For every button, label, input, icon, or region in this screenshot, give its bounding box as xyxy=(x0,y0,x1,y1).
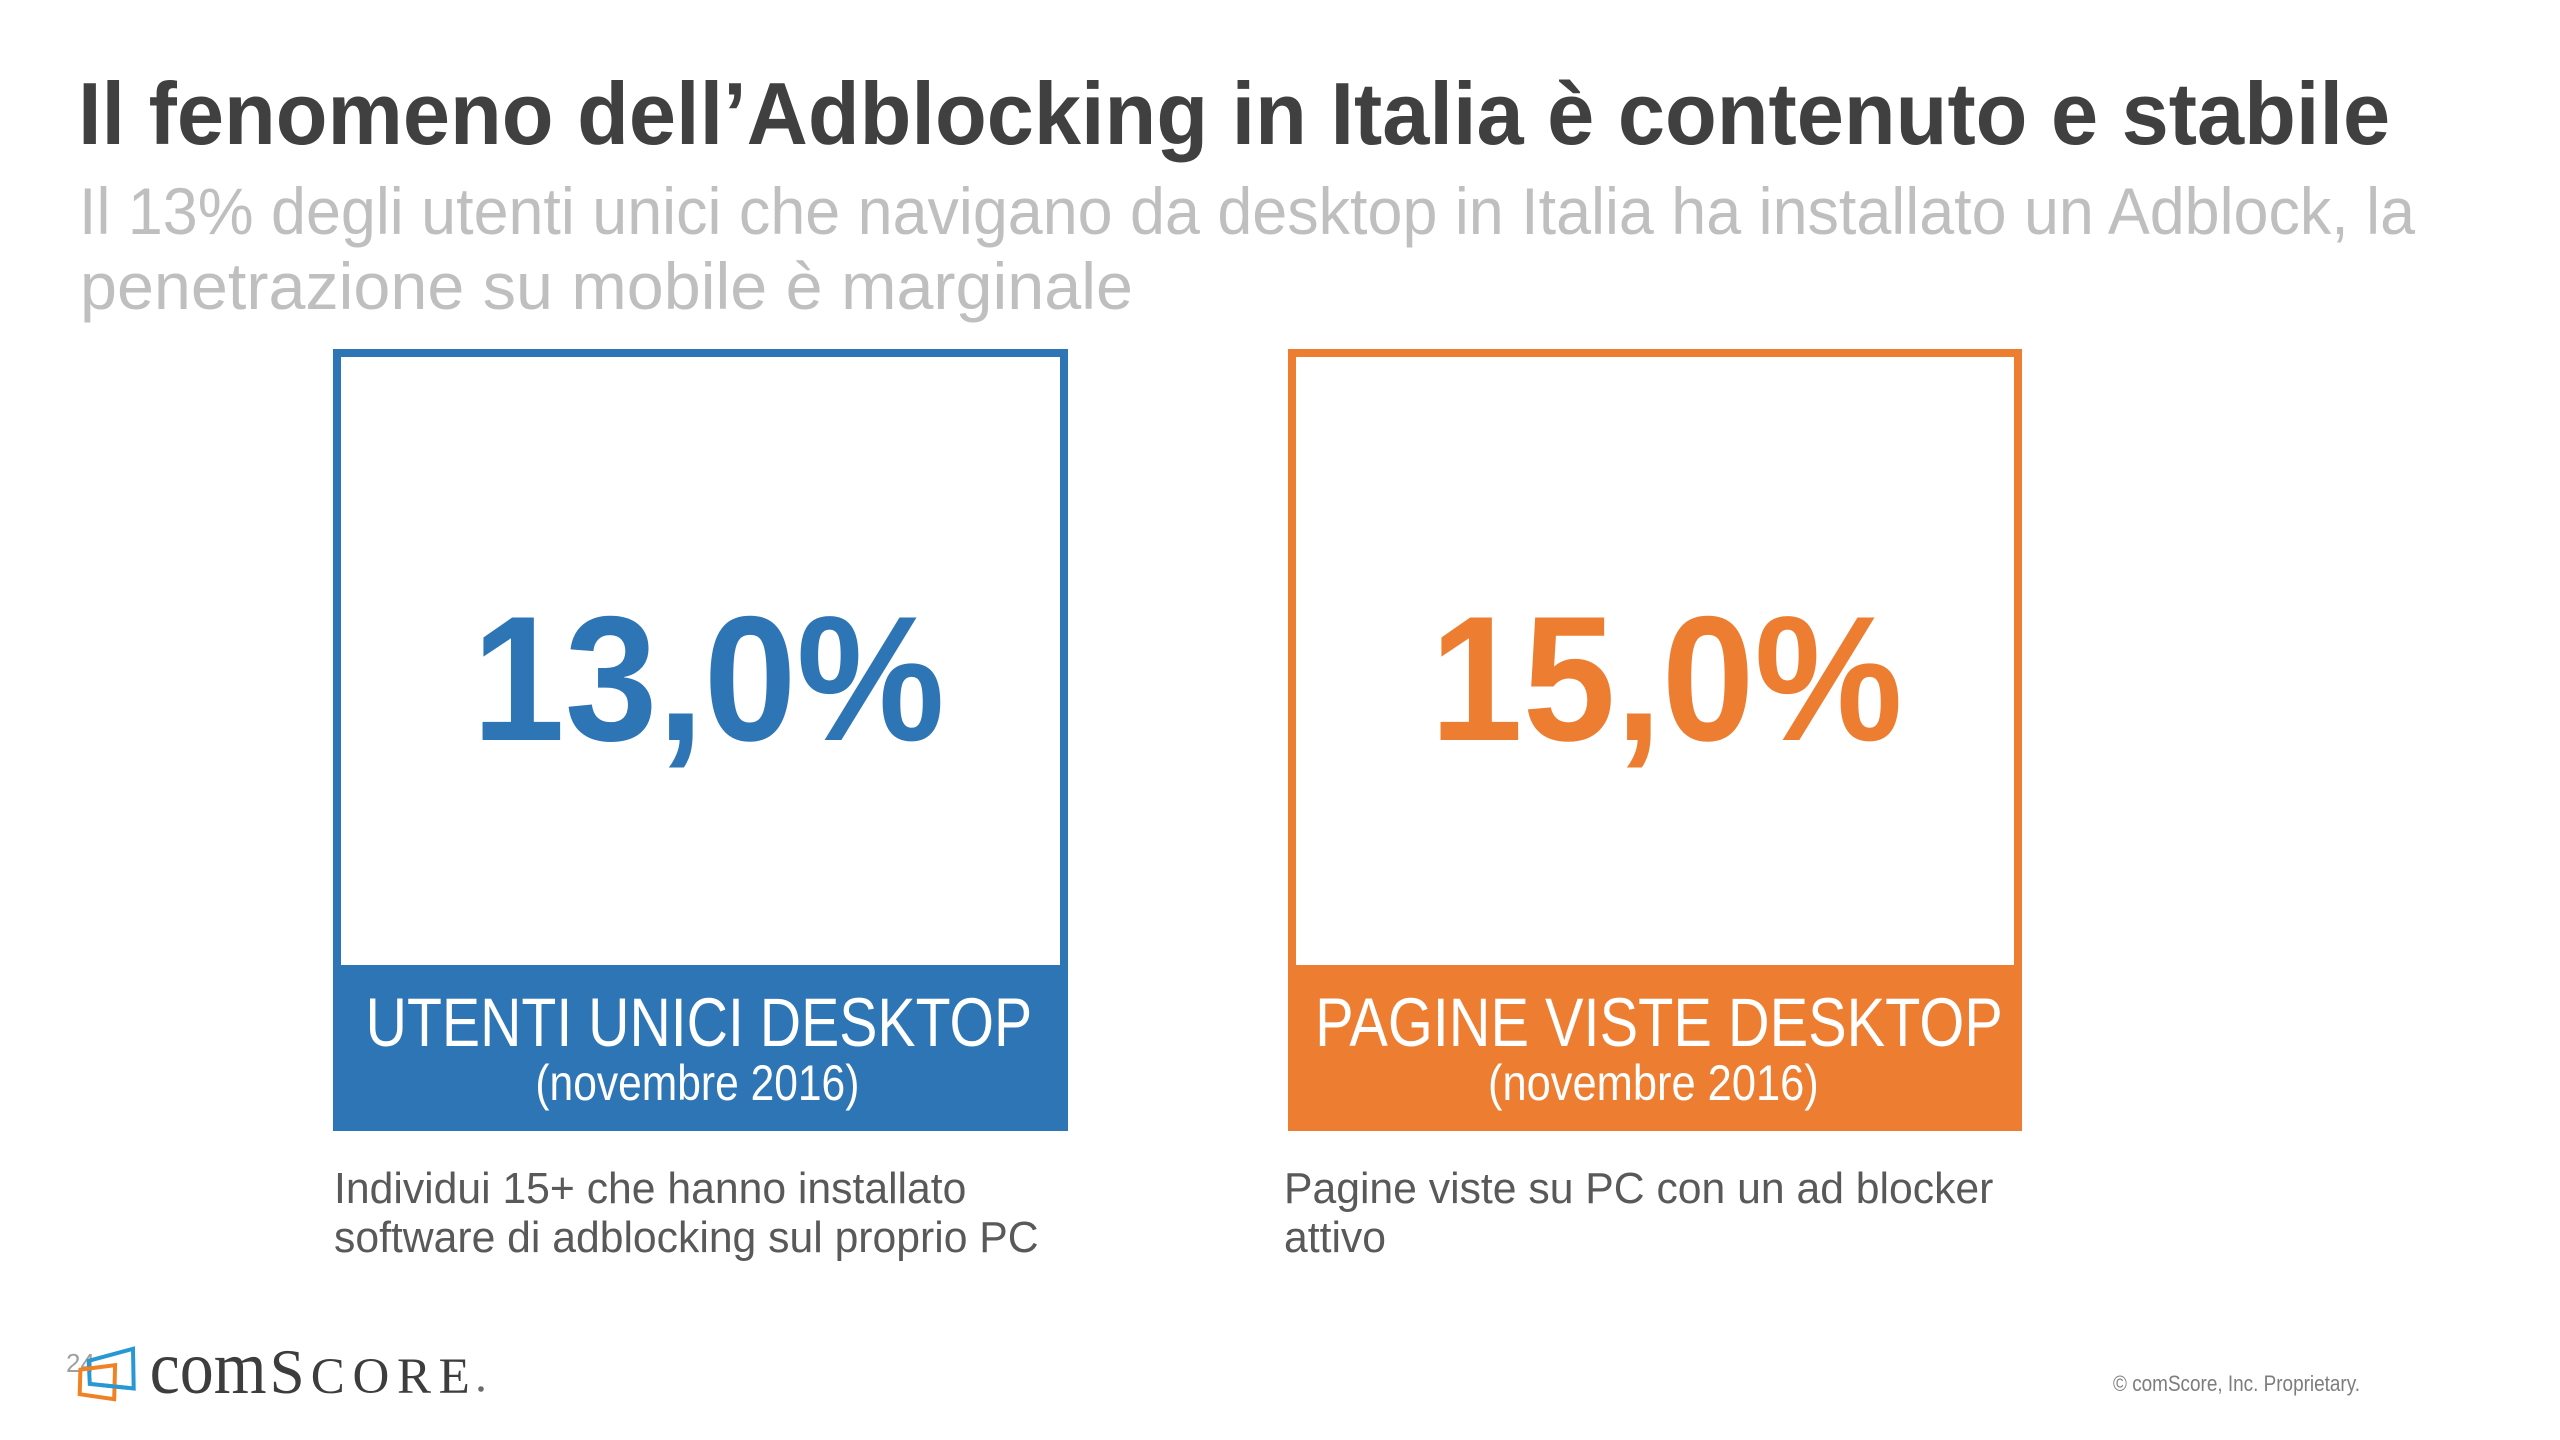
svg-text:com: com xyxy=(150,1340,267,1410)
svg-text:S: S xyxy=(270,1340,305,1407)
svg-text:CORE: CORE xyxy=(311,1349,470,1405)
